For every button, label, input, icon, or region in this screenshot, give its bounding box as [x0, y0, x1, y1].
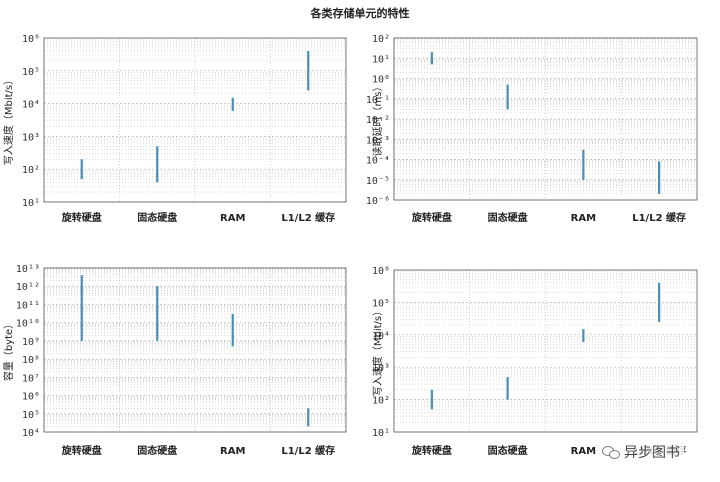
- category-label: 旋转硬盘: [61, 211, 102, 224]
- category-label: 固态硬盘: [488, 211, 528, 224]
- category-label: 固态硬盘: [137, 211, 177, 224]
- y-tick-label: 10⁰: [372, 75, 390, 86]
- category-label: 旋转硬盘: [411, 211, 452, 224]
- y-tick-label: 10³: [372, 363, 390, 374]
- y-axis-label: 写入速度（Mbit/s）: [2, 75, 15, 165]
- y-tick-label: 10⁷: [22, 373, 40, 384]
- y-tick-label: 10⁴: [372, 331, 390, 342]
- category-label: RAM: [220, 213, 245, 224]
- y-tick-label: 10⁶: [22, 34, 40, 45]
- y-tick-label: 10¹²: [16, 282, 40, 293]
- y-tick-label: 10⁻¹: [366, 95, 390, 106]
- y-tick-label: 10²: [22, 165, 40, 176]
- category-label: L1/L2 缓存: [632, 211, 686, 224]
- y-tick-label: 10³: [22, 132, 40, 143]
- category-label: 固态硬盘: [488, 444, 528, 457]
- plot-frame: [393, 269, 698, 433]
- y-tick-label: 10⁵: [22, 67, 40, 78]
- y-tick-label: 10⁵: [22, 410, 40, 421]
- y-tick-label: 10²: [372, 396, 390, 407]
- y-tick-label: 10⁻²: [366, 115, 390, 126]
- plot-frame: [393, 37, 698, 201]
- y-tick-label: 10¹: [22, 198, 40, 209]
- category-label: RAM: [571, 446, 596, 457]
- category-label: RAM: [220, 446, 245, 457]
- y-axis-label: 读取延时（ms）: [371, 82, 384, 157]
- category-label: L1/L2 缓存: [281, 444, 335, 457]
- y-tick-label: 10⁵: [372, 298, 390, 309]
- chart-3: 10⁴ 10⁵ 10⁶ 10⁷ 10⁸ 10⁹ 10¹⁰ 10¹¹ 10¹² 10¹³ 容量（byt…: [2, 264, 347, 457]
- y-tick-label: 10⁴: [22, 428, 40, 439]
- y-tick-label: 10⁸: [22, 355, 40, 366]
- chart-2: 10⁻⁶ 10⁻⁵ 10⁻⁴ 10⁻³ 10⁻² 10⁻¹ 10⁰ 10¹ 10² 读取延时（ms…: [366, 34, 698, 224]
- category-label: RAM: [571, 213, 596, 224]
- plot-frame: [43, 267, 347, 433]
- category-label: 固态硬盘: [137, 444, 177, 457]
- y-tick-label: 10⁻³: [366, 135, 390, 146]
- chart-1: 10¹ 10² 10³ 10⁴ 10⁵ 10⁶ 写入速度（Mbit/s） 旋转硬盘 固态硬盘 RA…: [2, 34, 347, 224]
- plot-frame: [43, 37, 347, 203]
- y-tick-label: 10¹³: [16, 264, 40, 275]
- y-axis-label: 容量（byte）: [2, 319, 15, 381]
- y-tick-label: 10⁹: [22, 337, 40, 348]
- y-tick-label: 10⁴: [22, 100, 40, 111]
- y-axis-label: 写入速度（Mbit/s）: [371, 306, 384, 396]
- y-tick-label: 10⁻⁴: [366, 156, 390, 167]
- watermark-text: 异步图书: [624, 445, 680, 461]
- y-tick-label: 10⁶: [22, 392, 40, 403]
- category-label: L1/L2 缓存: [281, 211, 335, 224]
- figure-title: 各类存储单元的特性: [310, 6, 410, 20]
- wechat-icon: [602, 445, 620, 459]
- y-tick-label: 10²: [372, 34, 390, 45]
- category-label: 旋转硬盘: [411, 444, 452, 457]
- chart-4: 10¹ 10² 10³ 10⁴ 10⁵ 10⁶ 写入速度（Mbit/s） 旋转硬盘 固态硬盘 RA…: [371, 266, 698, 457]
- category-label: 旋转硬盘: [61, 444, 102, 457]
- y-tick-label: 10¹¹: [16, 300, 40, 311]
- y-tick-label: 10⁻⁶: [366, 196, 390, 207]
- y-tick-label: 10⁻⁵: [366, 176, 390, 187]
- y-tick-label: 10¹: [372, 54, 390, 65]
- watermark: 异步图书: [598, 438, 684, 466]
- y-tick-label: 10¹: [372, 428, 390, 439]
- y-tick-label: 10¹⁰: [16, 319, 40, 330]
- y-tick-label: 10⁶: [372, 266, 390, 277]
